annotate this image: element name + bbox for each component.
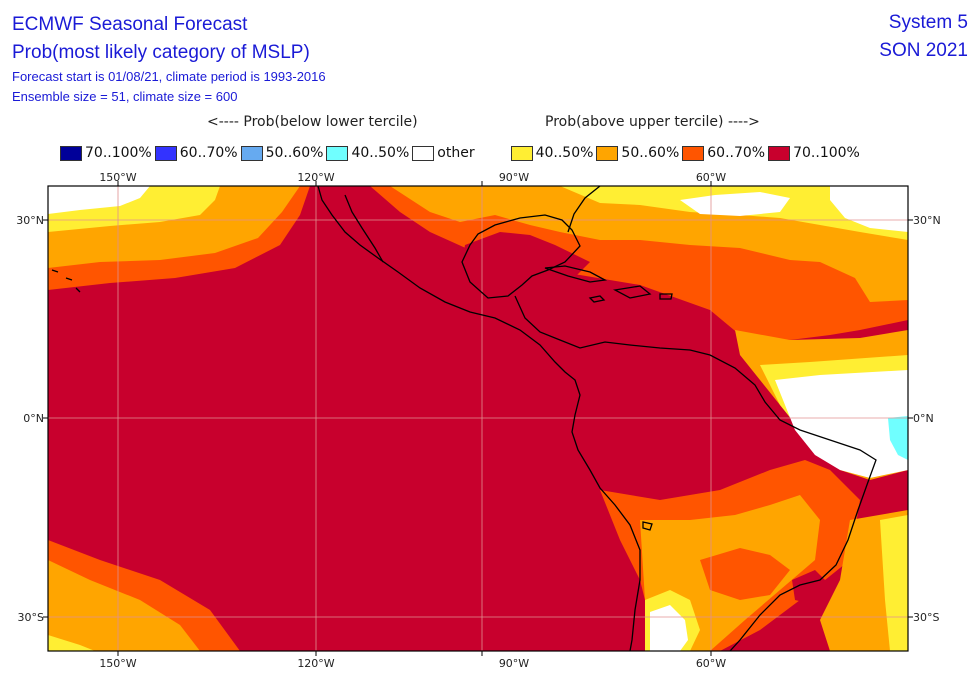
lat-label-right-0n: 0°N <box>913 412 934 425</box>
coastline-cuba <box>544 265 608 283</box>
coastline-east-us <box>567 186 601 233</box>
lon-label-bottom-150w: 150°W <box>99 657 136 670</box>
legend-swatch <box>510 145 533 161</box>
title-line-2: Prob(most likely category of MSLP) <box>12 42 310 63</box>
legend-swatch <box>60 145 82 161</box>
coastline-americas <box>317 186 641 651</box>
legend-label: 60..70% <box>707 145 766 161</box>
lon-label-bottom-90w: 90°W <box>499 657 529 670</box>
legend-item-below-70-100: 70..100% <box>60 145 152 161</box>
region-north-white <box>48 186 150 214</box>
legend-label: 50..60% <box>265 145 324 161</box>
lat-label-left-0n: 0°N <box>23 412 44 425</box>
legend-item-below-40-50: 40..50% <box>326 145 409 161</box>
legend-swatch <box>768 145 791 161</box>
region-atlantic-white-1 <box>680 192 790 216</box>
lat-label-left-30n: 30°N <box>16 214 44 227</box>
coastline-gulf <box>461 214 581 299</box>
legend-item-above-40-50: 40..50% <box>510 145 594 161</box>
legend-item-below-60-70: 60..70% <box>154 145 238 161</box>
legend-swatch <box>326 145 349 161</box>
lon-label-bottom-60w: 60°W <box>696 657 726 670</box>
legend-item-above-60-70: 60..70% <box>682 145 765 161</box>
legend-item-below-50-60: 50..60% <box>240 145 324 161</box>
region-east-white <box>775 370 908 478</box>
legend-label: 60..70% <box>179 145 238 161</box>
legend-item-above-70-100: 70..100% <box>768 145 860 161</box>
region-gulf-inner-70 <box>462 232 590 290</box>
region-sw-yellow <box>48 635 95 651</box>
lon-label-top-150w: 150°W <box>99 171 136 184</box>
graticule <box>48 186 908 651</box>
system-label: System 5 <box>888 12 968 33</box>
legend-label: 40..50% <box>535 145 594 161</box>
coastline-titicaca <box>642 521 653 531</box>
coastline-central-am <box>514 295 877 651</box>
region-sw-50-60 <box>48 560 200 651</box>
lon-label-bottom-120w: 120°W <box>297 657 334 670</box>
lat-label-right-30s: 30°S <box>913 611 939 624</box>
coastline-jamaica <box>588 295 606 303</box>
tick-marks <box>43 181 913 656</box>
legend-swatch <box>596 145 619 161</box>
legend-item-above-50-60: 50..60% <box>596 145 679 161</box>
coastline-baja <box>344 194 384 263</box>
lon-label-top-60w: 60°W <box>696 171 726 184</box>
ensemble-size-info: Ensemble size = 51, climate size = 600 <box>12 89 238 104</box>
region-atlantic-white-2 <box>830 186 908 232</box>
legend-swatch <box>154 145 177 161</box>
legend: 70..100% 60..70% 50..60% 40..50% other 4… <box>60 145 863 161</box>
legend-label: 50..60% <box>621 145 680 161</box>
lat-label-right-30n: 30°N <box>913 214 941 227</box>
legend-item-other: other <box>412 145 475 161</box>
legend-label: 70..100% <box>793 145 860 161</box>
coastline-puerto-rico <box>659 293 673 300</box>
axis-labels: 150°W 120°W 90°W 60°W 150°W 120°W 90°W 6… <box>16 171 940 670</box>
coastline-hispaniola <box>612 285 652 299</box>
forecast-start-info: Forecast start is 01/08/21, climate peri… <box>12 69 326 84</box>
region-south-am-white <box>650 605 688 651</box>
legend-swatch <box>412 145 435 161</box>
legend-swatch <box>682 145 705 161</box>
lon-label-top-120w: 120°W <box>297 171 334 184</box>
legend-label: 70..100% <box>85 145 152 161</box>
region-south-am-inner-60-70 <box>700 548 790 600</box>
probability-field <box>48 186 908 651</box>
lon-label-top-90w: 90°W <box>499 171 529 184</box>
season-label: SON 2021 <box>879 40 968 61</box>
lat-label-left-30s: 30°S <box>18 611 44 624</box>
legend-label: 40..50% <box>351 145 410 161</box>
legend-above-tercile-label: Prob(above upper tercile) ----> <box>545 114 760 130</box>
legend-label: other <box>437 145 475 161</box>
coastline-hawaii <box>51 269 81 293</box>
coastlines <box>51 186 877 651</box>
region-east-cyan <box>888 416 908 460</box>
title-line-1: ECMWF Seasonal Forecast <box>12 14 248 35</box>
legend-below-tercile-label: <---- Prob(below lower tercile) <box>207 114 418 130</box>
legend-swatch <box>240 145 263 161</box>
